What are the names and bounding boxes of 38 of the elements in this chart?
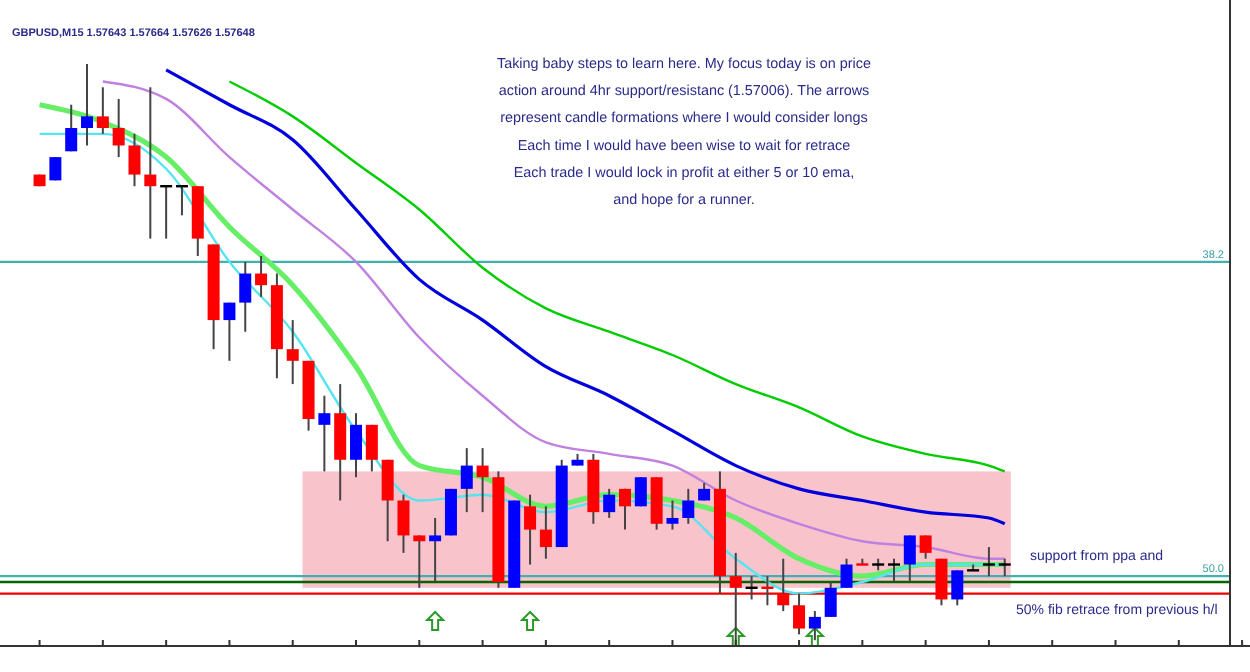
candlestick <box>128 132 141 188</box>
candlestick <box>951 569 964 607</box>
candlestick <box>255 255 268 298</box>
candlestick <box>350 412 363 479</box>
candlestick <box>793 592 806 636</box>
candlestick <box>539 505 552 560</box>
candlestick <box>65 103 78 153</box>
candlestick <box>318 394 331 473</box>
candlestick <box>429 516 442 583</box>
candlestick <box>650 476 663 531</box>
candlestick <box>935 557 948 607</box>
candlestick <box>619 487 631 531</box>
candlestick <box>223 301 236 362</box>
candlestick <box>144 86 157 240</box>
candlestick <box>413 534 426 589</box>
candlestick <box>840 557 853 589</box>
candlestick <box>982 546 995 578</box>
candlestick <box>634 476 647 508</box>
candlestick <box>666 499 679 531</box>
candlestick <box>603 487 616 519</box>
candlestick <box>777 557 790 613</box>
candlestick <box>239 260 252 333</box>
candlestick <box>112 97 125 159</box>
candlestick <box>81 63 94 147</box>
candlestick <box>903 534 916 583</box>
candlestick <box>397 493 410 554</box>
candlestick <box>919 534 932 560</box>
candlestick <box>460 447 473 514</box>
candlestick <box>286 319 299 386</box>
candlestick <box>334 383 347 502</box>
candlestick <box>824 580 837 618</box>
candlestick <box>682 487 695 525</box>
candlestick <box>96 86 109 135</box>
candlestick <box>476 447 489 514</box>
candlestick <box>524 493 537 566</box>
candlestick <box>381 458 394 543</box>
candlestick <box>887 557 900 583</box>
candlestick <box>365 423 378 473</box>
